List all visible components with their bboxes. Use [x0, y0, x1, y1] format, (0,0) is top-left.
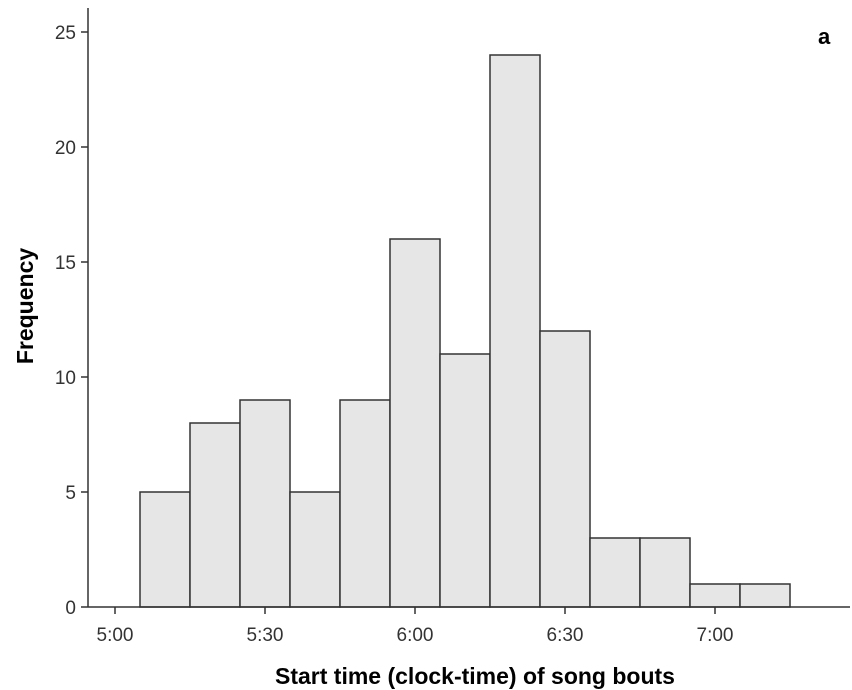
y-tick-label: 15 — [55, 253, 76, 274]
histogram-bar — [689, 583, 741, 608]
histogram-bar — [439, 353, 491, 608]
x-ticks-group: 5:00 5:30 6:00 6:30 7:00 — [97, 607, 734, 646]
histogram-bar — [739, 583, 791, 608]
y-tick-label: 10 — [55, 368, 76, 389]
y-tick-label: 20 — [55, 138, 76, 159]
histogram-bar — [589, 537, 641, 608]
y-axis-title: Frequency — [12, 248, 38, 365]
histogram-bar — [189, 422, 241, 608]
histogram-bar — [539, 330, 591, 608]
x-tick-label: 5:00 — [97, 625, 134, 646]
x-axis-title: Start time (clock-time) of song bouts — [275, 663, 675, 689]
histogram-bar — [639, 537, 691, 608]
bars-group — [139, 54, 791, 608]
x-tick-label: 7:00 — [697, 625, 734, 646]
y-tick-label: 5 — [65, 483, 76, 504]
histogram-bar — [139, 491, 191, 608]
histogram-bar — [239, 399, 291, 608]
x-tick-label: 6:30 — [547, 625, 584, 646]
panel-label: a — [818, 24, 831, 49]
y-ticks-group: 0 5 10 15 20 25 — [55, 23, 88, 619]
histogram-bar — [489, 54, 541, 608]
x-tick-label: 5:30 — [247, 625, 284, 646]
y-tick-label: 0 — [65, 598, 76, 619]
histogram-bar — [339, 399, 391, 608]
x-tick-label: 6:00 — [397, 625, 434, 646]
histogram-bar — [389, 238, 441, 608]
y-tick-label: 25 — [55, 23, 76, 44]
histogram-bar — [289, 491, 341, 608]
